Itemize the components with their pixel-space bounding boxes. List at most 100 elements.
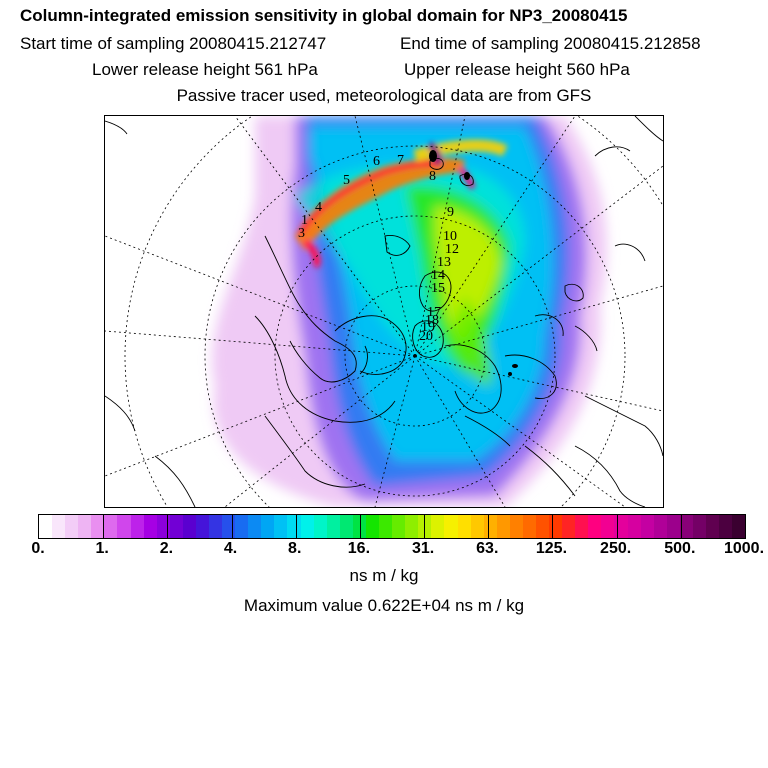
colorbar-tick-label: 250.	[600, 540, 632, 557]
colorbar-cell	[627, 515, 641, 538]
colorbar-cell	[143, 515, 157, 538]
colorbar-tick-label: 2.	[159, 540, 174, 557]
sensitivity-map: 1 3 4 5 6 7 8 9 10 12 13 14 15 17 18 19 20	[104, 115, 664, 508]
colorbar-cell	[614, 515, 628, 538]
colorbar-cell	[313, 515, 327, 538]
sensitivity-field	[211, 116, 607, 507]
trajectory-label: 12	[445, 242, 459, 257]
colorbar-cell	[392, 515, 406, 538]
trajectory-label: 19	[421, 320, 435, 335]
colorbar-cell	[640, 515, 654, 538]
trajectory-label: 5	[343, 173, 350, 188]
colorbar-cell	[535, 515, 550, 538]
colorbar-cell	[248, 515, 262, 538]
colorbar-cell	[352, 515, 366, 538]
colorbar-cell	[65, 515, 79, 538]
colorbar-cell	[182, 515, 196, 538]
colorbar-cell	[666, 515, 680, 538]
colorbar-tick-label: 1000.	[723, 540, 765, 557]
colorbar-cell	[235, 515, 249, 538]
colorbar-cell	[117, 515, 131, 538]
trajectory-label: 15	[431, 281, 445, 296]
colorbar-cell	[52, 515, 66, 538]
trajectory-label: 9	[447, 205, 454, 220]
colorbar-cell	[209, 515, 223, 538]
colorbar-separator	[359, 515, 361, 538]
colorbar-cell	[549, 515, 563, 538]
trajectory-label: 7	[397, 153, 404, 168]
colorbar	[38, 514, 746, 539]
upper-release-height: Upper release height 560 hPa	[404, 60, 630, 79]
colorbar-cell	[562, 515, 576, 538]
trajectory-label: 18	[425, 313, 439, 328]
colorbar-separator	[295, 515, 297, 538]
colorbar-cell	[91, 515, 105, 538]
sampling-end-time: End time of sampling 20080415.212858	[400, 34, 701, 53]
colorbar-cell	[653, 515, 667, 538]
colorbar-tick-label: 8.	[288, 540, 302, 557]
sampling-start-time: Start time of sampling 20080415.212747	[20, 34, 327, 53]
trajectory-label: 4	[315, 200, 322, 215]
trajectory-label: 10	[443, 229, 457, 244]
colorbar-cell	[496, 515, 510, 538]
trajectory-label: 6	[373, 154, 380, 169]
colorbar-cell	[732, 515, 746, 538]
colorbar-cell	[39, 515, 53, 538]
colorbar-separator	[103, 515, 105, 538]
colorbar-separator	[231, 515, 233, 538]
colorbar-tick-label: 125.	[535, 540, 568, 557]
colorbar-cell	[300, 515, 314, 538]
colorbar-tick-label: 63.	[476, 540, 499, 557]
colorbar-cell	[679, 515, 693, 538]
colorbar-cell	[692, 515, 706, 538]
colorbar-cell	[522, 515, 536, 538]
colorbar-cell	[287, 515, 301, 538]
colorbar-cell	[274, 515, 288, 538]
colorbar-cell	[457, 515, 471, 538]
page-title: Column-integrated emission sensitivity i…	[20, 6, 628, 25]
colorbar-separator	[616, 515, 618, 538]
colorbar-cell	[156, 515, 170, 538]
colorbar-cell	[104, 515, 118, 538]
colorbar-cell	[195, 515, 210, 538]
trajectory-label: 1	[301, 213, 308, 228]
colorbar-cell	[222, 515, 236, 538]
colorbar-tick-label: 4.	[223, 540, 238, 557]
colorbar-cell	[365, 515, 380, 538]
land-markers	[429, 150, 518, 376]
colorbar-cell	[470, 515, 484, 538]
colorbar-separator	[488, 515, 490, 538]
colorbar-separator	[552, 515, 554, 538]
colorbar-cell	[588, 515, 602, 538]
colorbar-cell	[444, 515, 458, 538]
colorbar-units: ns m / kg	[349, 566, 419, 585]
colorbar-cell	[78, 515, 92, 538]
colorbar-tick-label: 500.	[664, 540, 696, 557]
colorbar-cell	[339, 515, 353, 538]
colorbar-tick-label: 0.	[31, 540, 45, 557]
tracer-note: Passive tracer used, meteorological data…	[176, 86, 592, 105]
trajectory-label: 3	[298, 226, 305, 241]
trajectory-label: 17	[427, 305, 441, 320]
colorbar-cell	[509, 515, 523, 538]
trajectory-label: 20	[419, 329, 433, 344]
colorbar-cell	[431, 515, 445, 538]
colorbar-cell	[705, 515, 720, 538]
colorbar-cell	[483, 515, 497, 538]
colorbar-cell	[601, 515, 615, 538]
colorbar-tick-label: 1.	[95, 540, 109, 557]
trajectory-label: 13	[437, 255, 451, 270]
maximum-value: Maximum value 0.622E+04 ns m / kg	[243, 596, 525, 615]
lower-release-height: Lower release height 561 hPa	[92, 60, 318, 79]
colorbar-separator	[424, 515, 426, 538]
colorbar-cell	[326, 515, 340, 538]
colorbar-cell	[379, 515, 393, 538]
colorbar-cell	[719, 515, 733, 538]
colorbar-cell	[130, 515, 144, 538]
colorbar-tick-label: 31.	[411, 540, 435, 557]
colorbar-separator	[680, 515, 682, 538]
high-sensitivity-plume	[295, 139, 508, 269]
colorbar-cell	[169, 515, 183, 538]
